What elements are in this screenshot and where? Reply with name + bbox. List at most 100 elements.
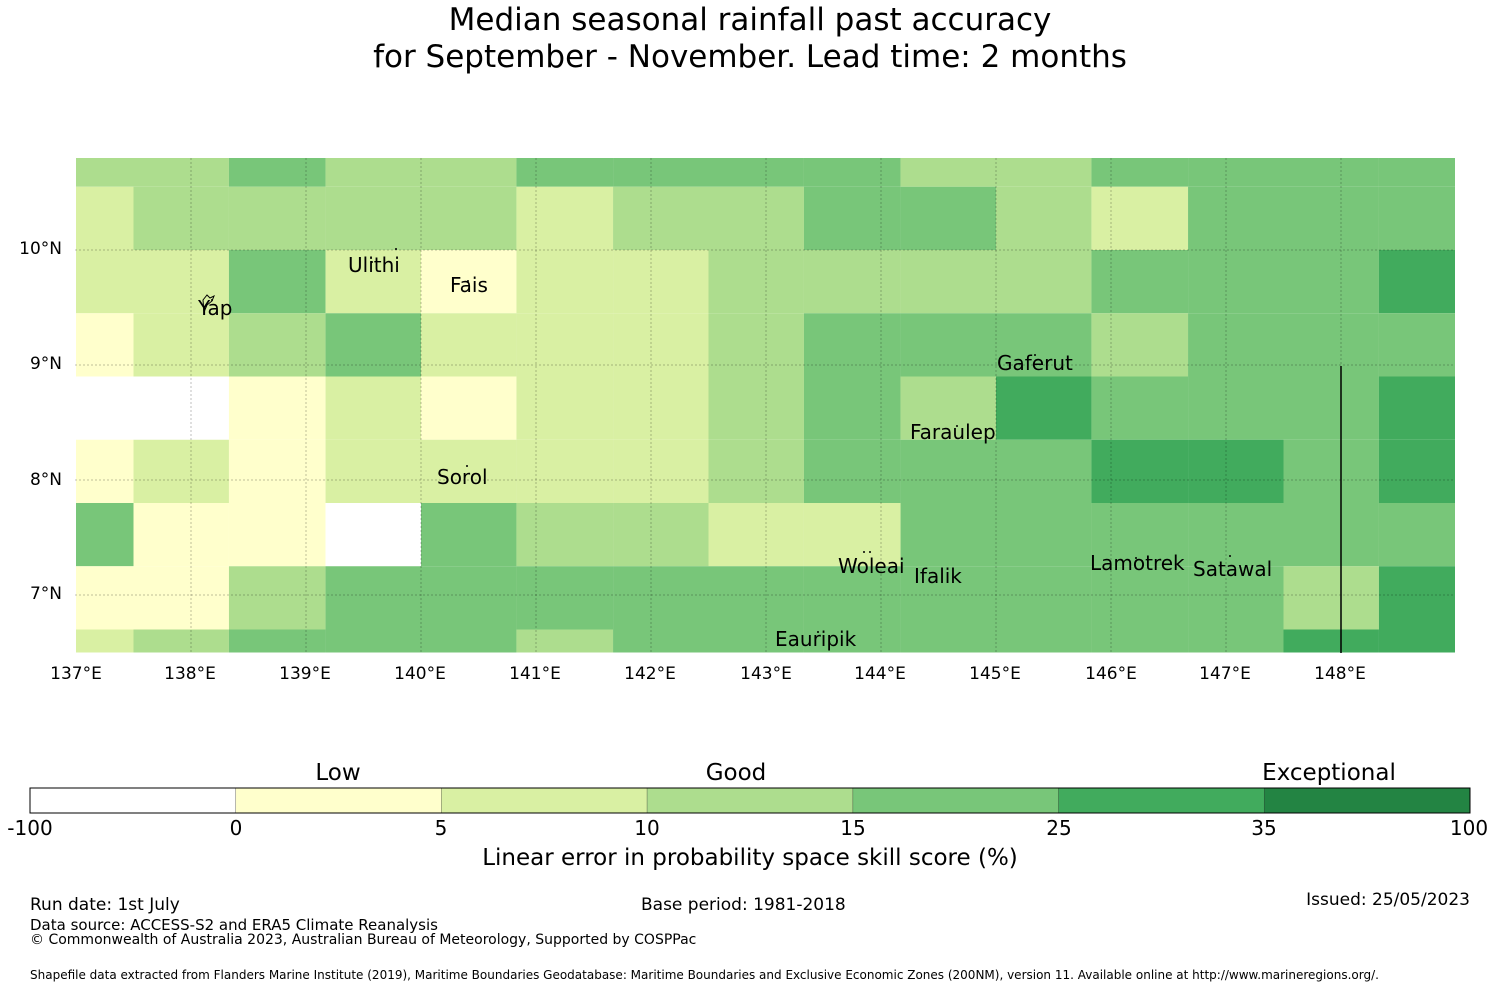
skill-cell xyxy=(803,376,901,440)
skill-cell xyxy=(516,313,614,377)
skill-cell xyxy=(228,439,326,503)
data-source: Data source: ACCESS-S2 and ERA5 Climate … xyxy=(30,916,438,934)
skill-cell xyxy=(228,376,326,440)
place-label-lamotrek: Lamotrek xyxy=(1090,551,1185,575)
lon-label: 139°E xyxy=(279,664,331,684)
skill-cell xyxy=(1378,250,1455,314)
skill-cell xyxy=(1091,186,1189,250)
skill-cell xyxy=(1283,376,1379,440)
skill-cell xyxy=(228,186,326,250)
colorbar-tick: 15 xyxy=(840,816,866,840)
skill-cell xyxy=(708,313,804,377)
skill-cell xyxy=(133,376,229,440)
skill-cell xyxy=(133,503,229,567)
skill-cell xyxy=(613,250,709,314)
skill-cell xyxy=(1378,376,1455,440)
colorbar-tick: 25 xyxy=(1046,816,1072,840)
place-label-eauripik: Eauripik xyxy=(775,627,857,651)
skill-cell xyxy=(516,566,614,630)
skill-cell xyxy=(1188,186,1284,250)
island-dot xyxy=(863,551,865,553)
lon-label: 143°E xyxy=(740,664,792,684)
skill-cell xyxy=(900,439,996,503)
skill-cell xyxy=(996,158,1092,187)
skill-cell xyxy=(133,629,229,653)
lon-label: 144°E xyxy=(854,664,906,684)
skill-cell xyxy=(1283,186,1379,250)
skill-cell xyxy=(1091,629,1189,653)
colorbar-tick: 100 xyxy=(1449,816,1489,840)
lon-label: 138°E xyxy=(164,664,216,684)
skill-cell xyxy=(1091,313,1189,377)
skill-cell xyxy=(1188,376,1284,440)
skill-cell xyxy=(325,376,421,440)
skill-cell xyxy=(516,250,614,314)
skill-cell xyxy=(76,313,134,377)
colorbar-segment xyxy=(1058,787,1265,814)
lon-label: 147°E xyxy=(1199,664,1251,684)
skill-cell xyxy=(76,629,134,653)
run-date: Run date: 1st July xyxy=(30,895,180,915)
skill-cell xyxy=(228,503,326,567)
skill-cell xyxy=(803,503,901,567)
island-dot xyxy=(1135,557,1137,559)
skill-cell xyxy=(228,629,326,653)
colorbar-segment xyxy=(852,787,1059,814)
skill-cell xyxy=(1283,503,1379,567)
skill-cell xyxy=(708,376,804,440)
skill-cell xyxy=(1378,629,1455,653)
skill-cell xyxy=(1378,313,1455,377)
skill-cell xyxy=(613,439,709,503)
skill-cell xyxy=(708,250,804,314)
skill-cell xyxy=(900,629,996,653)
skill-cell xyxy=(1091,503,1189,567)
skill-cell xyxy=(421,186,517,250)
island-dot xyxy=(817,631,819,633)
island-dot xyxy=(1034,354,1036,356)
skill-cell xyxy=(421,566,517,630)
skill-cell xyxy=(516,186,614,250)
skill-cell xyxy=(1283,250,1379,314)
skill-cell xyxy=(421,439,517,503)
island-markers xyxy=(202,248,1231,633)
skill-cell xyxy=(1283,313,1379,377)
shapefile-credit: Shapefile data extracted from Flanders M… xyxy=(30,968,1379,982)
island-dot xyxy=(395,248,397,250)
skill-cell xyxy=(613,158,709,187)
skill-cell xyxy=(803,566,901,630)
skill-cell xyxy=(421,376,517,440)
skill-cell xyxy=(76,186,134,250)
skill-cell xyxy=(1378,158,1455,187)
skill-cell xyxy=(708,566,804,630)
place-label-satawal: Satawal xyxy=(1193,557,1273,581)
skill-cell xyxy=(1378,186,1455,250)
skill-cell xyxy=(1188,158,1284,187)
copyright: © Commonwealth of Australia 2023, Austra… xyxy=(30,932,697,948)
skill-cell xyxy=(516,376,614,440)
skill-cell xyxy=(996,566,1092,630)
colorbar-segment xyxy=(441,787,648,814)
lat-label: 7°N xyxy=(29,584,62,604)
skill-cell xyxy=(133,186,229,250)
island-dot xyxy=(466,465,468,467)
place-label-faraulep: Faraulep xyxy=(910,420,996,444)
title-line-1: Median seasonal rainfall past accuracy xyxy=(448,2,1052,38)
skill-cell xyxy=(803,250,901,314)
skill-cell xyxy=(996,503,1092,567)
skill-cell xyxy=(1283,629,1379,653)
skill-cell xyxy=(76,566,134,630)
skill-cell xyxy=(803,158,901,187)
skill-cell xyxy=(133,158,229,187)
colorbar-category-low: Low xyxy=(315,760,361,786)
skill-cell xyxy=(228,313,326,377)
lon-label: 146°E xyxy=(1085,664,1137,684)
skill-cell xyxy=(996,313,1092,377)
skill-cell xyxy=(996,629,1092,653)
island-dot xyxy=(467,280,469,282)
colorbar-frame xyxy=(29,787,1471,814)
skill-cell xyxy=(76,250,134,314)
skill-cell xyxy=(516,503,614,567)
colorbar-tick: -100 xyxy=(7,816,53,840)
skill-cell xyxy=(1283,439,1379,503)
place-label-sorol: Sorol xyxy=(437,465,488,489)
